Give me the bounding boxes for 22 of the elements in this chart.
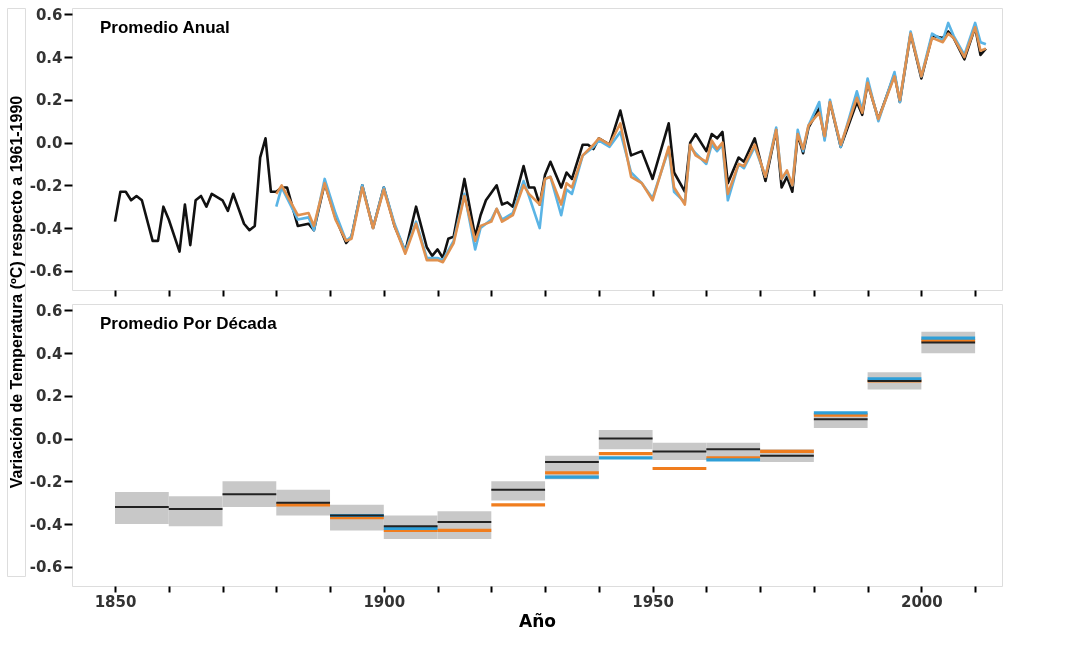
- y-tick-label: 0.4: [35, 48, 63, 67]
- y-tick-label: 0.0: [35, 134, 63, 153]
- y-tick-label: 0.2: [35, 387, 63, 406]
- y-tick-label: 0.2: [35, 91, 63, 110]
- x-tick-label: 1850: [94, 592, 137, 611]
- y-tick-label: -0.2: [29, 176, 63, 195]
- y-tick-label: 0.6: [35, 301, 63, 320]
- y-axis-title: Variación de Temperatura (ºC) respecto a 1961-1990: [8, 95, 25, 489]
- x-tick-label: 1950: [632, 592, 674, 611]
- text: Promedio Por Década: [100, 314, 278, 333]
- x-tick-label: 2000: [900, 592, 943, 611]
- text: Promedio Anual: [100, 18, 230, 37]
- y-tick-label: -0.4: [29, 515, 63, 534]
- x-tick-label: 1900: [363, 592, 406, 611]
- y-tick-label: -0.4: [29, 219, 63, 238]
- y-tick-label: 0.0: [35, 430, 63, 449]
- y-tick-label: -0.6: [29, 558, 63, 577]
- y-tick-label: 0.4: [35, 344, 63, 363]
- y-tick-label: 0.6: [35, 5, 63, 24]
- x-axis-title: Año: [519, 610, 556, 631]
- y-tick-label: -0.2: [29, 472, 63, 491]
- y-tick-label: -0.6: [29, 262, 63, 281]
